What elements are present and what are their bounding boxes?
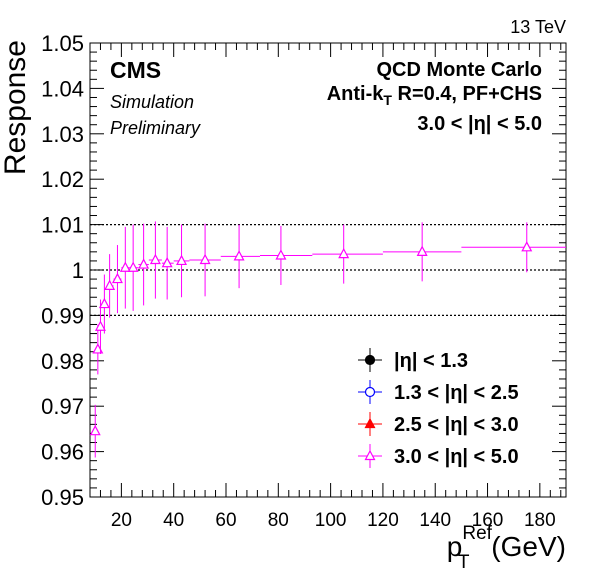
data-marker bbox=[94, 320, 106, 331]
x-tick-label: 160 bbox=[472, 510, 504, 531]
legend-entry: 2.5 < |η| < 3.0 bbox=[358, 412, 519, 436]
data-marker bbox=[92, 343, 104, 354]
x-tick-label: 120 bbox=[367, 510, 399, 531]
y-axis-title: Response bbox=[0, 40, 32, 175]
y-tick-label: 1.05 bbox=[41, 31, 84, 56]
legend-label: 3.0 < |η| < 5.0 bbox=[394, 446, 519, 468]
data-marker bbox=[176, 254, 188, 266]
data-marker bbox=[127, 261, 139, 272]
x-tick-label: 20 bbox=[111, 510, 132, 531]
data-point bbox=[312, 224, 383, 284]
info-line-algorithm: Anti-kT R=0.4, PF+CHS bbox=[327, 83, 542, 108]
data-marker bbox=[521, 241, 533, 252]
data-marker bbox=[161, 256, 173, 268]
axes: 20 40 60 80 100 120 140 160 180 0.95 0.96 0.97 0.98 0… bbox=[41, 31, 567, 531]
data-marker bbox=[138, 258, 150, 269]
data-point bbox=[98, 274, 110, 334]
x-axis-title-sup: Ref bbox=[462, 523, 492, 544]
energy-label: 13 TeV bbox=[510, 17, 566, 37]
y-tick-label: 0.99 bbox=[41, 303, 84, 328]
data-point bbox=[89, 404, 101, 458]
legend-marker bbox=[364, 354, 376, 366]
data-marker bbox=[111, 272, 123, 284]
y-tick-label: 1.01 bbox=[41, 213, 84, 238]
y-tick-label: 1.02 bbox=[41, 167, 84, 192]
x-tick-label: 60 bbox=[215, 510, 236, 531]
algo-subscript: T bbox=[383, 92, 392, 108]
y-tick-label: 0.97 bbox=[41, 394, 84, 419]
legend-entry: 1.3 < |η| < 2.5 bbox=[358, 380, 519, 404]
data-point bbox=[119, 226, 131, 309]
data-point bbox=[382, 222, 462, 282]
legend-label: 1.3 < |η| < 2.5 bbox=[394, 382, 519, 404]
info-line-eta-range: 3.0 < |η| < 5.0 bbox=[417, 113, 542, 135]
data-point bbox=[148, 221, 162, 299]
legend-marker bbox=[364, 386, 376, 398]
experiment-label: CMS bbox=[110, 57, 161, 83]
x-tick-label: 140 bbox=[419, 510, 451, 531]
x-tick-label: 100 bbox=[315, 510, 347, 531]
data-marker bbox=[275, 249, 287, 260]
y-tick-label: 1.03 bbox=[41, 122, 84, 147]
data-marker bbox=[119, 261, 131, 272]
data-point bbox=[111, 245, 123, 314]
legend-entry: |η| < 1.3 bbox=[358, 348, 468, 372]
legend-label: 2.5 < |η| < 3.0 bbox=[394, 414, 519, 436]
y-tick-label: 0.96 bbox=[41, 440, 84, 465]
info-line-sample: QCD Monte Carlo bbox=[376, 59, 542, 81]
x-axis-title-sub: T bbox=[458, 552, 470, 572]
x-axis-title-main: p bbox=[447, 531, 463, 562]
y-tick-label: 0.98 bbox=[41, 349, 84, 374]
data-point bbox=[138, 223, 150, 306]
x-tick-label: 40 bbox=[163, 510, 184, 531]
data-marker bbox=[89, 424, 101, 436]
data-point bbox=[461, 222, 566, 273]
data-point bbox=[104, 254, 116, 318]
y-tick-label: 1.04 bbox=[41, 76, 84, 101]
data-point bbox=[220, 224, 260, 289]
data-marker bbox=[416, 245, 428, 256]
x-axis-title: pRef T (GeV) bbox=[447, 523, 566, 572]
legend-marker bbox=[364, 449, 376, 461]
data-marker bbox=[233, 250, 245, 261]
y-axis-title-group: Response bbox=[0, 40, 32, 175]
legend-marker bbox=[364, 417, 376, 429]
x-axis-title-unit: (GeV) bbox=[484, 531, 566, 562]
data-marker bbox=[199, 253, 211, 265]
data-point bbox=[127, 224, 139, 311]
data-marker bbox=[338, 247, 350, 259]
data-point bbox=[173, 224, 190, 298]
data-point bbox=[189, 223, 221, 297]
legend-entry: 3.0 < |η| < 5.0 bbox=[358, 444, 519, 468]
status-line-simulation: Simulation bbox=[110, 92, 194, 112]
x-tick-label: 180 bbox=[524, 510, 556, 531]
data-point bbox=[94, 299, 106, 354]
data-series bbox=[89, 221, 566, 458]
data-marker bbox=[104, 279, 116, 290]
y-tick-label: 0.95 bbox=[41, 485, 84, 510]
algo-suffix: R=0.4, PF+CHS bbox=[392, 83, 542, 105]
data-point bbox=[260, 225, 313, 285]
data-marker bbox=[98, 297, 110, 309]
data-marker bbox=[149, 253, 161, 265]
x-tick-label: 80 bbox=[268, 510, 289, 531]
algo-prefix: Anti-k bbox=[327, 83, 385, 105]
data-point bbox=[161, 226, 174, 300]
data-point bbox=[92, 324, 104, 375]
reference-lines bbox=[90, 223, 566, 317]
y-tick-label: 1 bbox=[72, 258, 84, 283]
legend: |η| < 1.3 1.3 < |η| < 2.5 2.5 < |η| < 3.0 3… bbox=[358, 348, 519, 468]
status-line-preliminary: Preliminary bbox=[110, 118, 201, 138]
legend-label: |η| < 1.3 bbox=[394, 350, 468, 372]
